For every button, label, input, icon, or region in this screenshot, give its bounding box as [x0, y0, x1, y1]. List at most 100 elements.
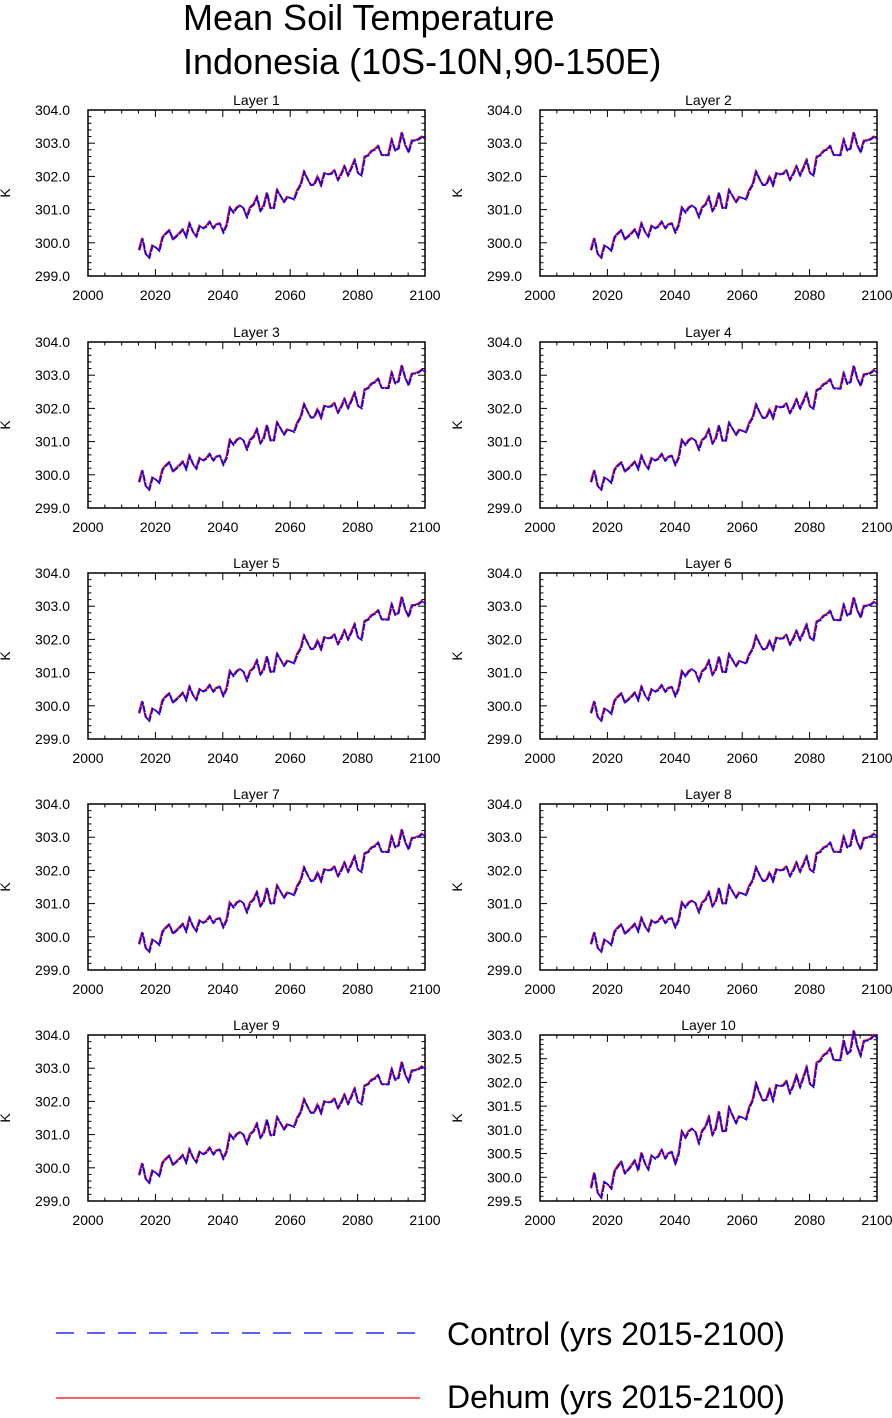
x-tick-label: 2020: [140, 981, 171, 997]
y-tick-label: 304.0: [35, 334, 70, 350]
x-tick-label: 2040: [207, 519, 238, 535]
main-title-line1: Mean Soil Temperature: [183, 0, 555, 38]
legend-control-label: Control (yrs 2015-2100): [447, 1316, 785, 1352]
x-tick-label: 2040: [207, 1212, 238, 1228]
panel-title: Layer 5: [233, 555, 280, 571]
x-tick-label: 2020: [592, 981, 623, 997]
y-tick-label: 301.0: [487, 1122, 522, 1138]
y-tick-label: 303.0: [35, 1060, 70, 1076]
x-tick-label: 2040: [659, 519, 690, 535]
y-tick-label: 300.0: [35, 929, 70, 945]
y-tick-label: 304.0: [487, 565, 522, 581]
x-tick-label: 2080: [794, 981, 825, 997]
y-tick-label: 303.0: [35, 598, 70, 614]
panel-layer-6: Layer 6 K 2000 2020 2040 2060 2080 2100 299.0 300…: [449, 555, 892, 766]
panel-title: Layer 2: [685, 92, 732, 108]
plot-frame: [539, 341, 878, 509]
x-tick-label: 2100: [409, 287, 440, 303]
y-tick-label: 300.0: [35, 698, 70, 714]
x-tick-label: 2080: [794, 287, 825, 303]
x-tick-label: 2040: [207, 750, 238, 766]
x-tick-label: 2060: [275, 750, 306, 766]
panel-layer-5: Layer 5 K 2000 2020 2040 2060 2080 2100 299.0 300…: [0, 555, 441, 766]
plot-frame: [539, 109, 878, 277]
y-axis-label: K: [449, 420, 465, 430]
y-axis-label: K: [449, 1113, 465, 1123]
panel-layer-9: Layer 9 K 2000 2020 2040 2060 2080 2100 299.0 300…: [0, 1017, 441, 1228]
y-tick-label: 303.0: [487, 598, 522, 614]
panel-title: Layer 6: [685, 555, 732, 571]
x-tick-label: 2020: [140, 1212, 171, 1228]
plot-frame: [539, 572, 878, 740]
y-tick-label: 303.0: [35, 367, 70, 383]
series-dehum: [137, 364, 426, 492]
y-tick-label: 301.0: [35, 665, 70, 681]
x-tick-label: 2080: [794, 750, 825, 766]
panel-layer-8: Layer 8 K 2000 2020 2040 2060 2080 2100 299.0 300…: [449, 786, 892, 997]
x-tick-label: 2040: [659, 750, 690, 766]
y-tick-label: 304.0: [35, 102, 70, 118]
x-tick-label: 2080: [794, 519, 825, 535]
y-tick-label: 300.0: [487, 698, 522, 714]
y-tick-label: 299.0: [35, 962, 70, 978]
y-axis-label: K: [449, 651, 465, 661]
x-tick-label: 2040: [207, 981, 238, 997]
x-tick-label: 2100: [409, 519, 440, 535]
y-tick-label: 302.0: [487, 400, 522, 416]
panel-layer-3: Layer 3 K 2000 2020 2040 2060 2080 2100 299.0 300…: [0, 324, 441, 535]
y-tick-label: 304.0: [35, 565, 70, 581]
y-axis-label: K: [0, 188, 13, 198]
series-dehum: [589, 365, 878, 492]
y-tick-label: 301.5: [487, 1098, 522, 1114]
x-tick-label: 2000: [72, 519, 103, 535]
x-tick-label: 2040: [659, 1212, 690, 1228]
series-control: [138, 829, 427, 954]
x-tick-label: 2060: [275, 287, 306, 303]
y-tick-label: 299.0: [487, 731, 522, 747]
y-tick-label: 299.5: [487, 1193, 522, 1209]
y-tick-label: 303.0: [487, 135, 522, 151]
plot-frame: [539, 803, 878, 971]
series-dehum: [589, 131, 878, 260]
legend: Control (yrs 2015-2100) Dehum (yrs 2015-…: [56, 1316, 785, 1415]
series-control: [590, 365, 879, 492]
y-tick-label: 301.0: [487, 202, 522, 218]
y-tick-label: 301.0: [487, 896, 522, 912]
series-dehum: [589, 596, 878, 723]
x-tick-label: 2100: [861, 287, 892, 303]
y-tick-label: 302.0: [35, 631, 70, 647]
x-tick-label: 2100: [861, 1212, 892, 1228]
panels: Layer 1 K 2000 2020 2040 2060 2080 2100 299.0 300…: [0, 92, 892, 1228]
y-tick-label: 300.0: [35, 467, 70, 483]
plot-frame: [87, 341, 426, 509]
x-tick-label: 2000: [524, 287, 555, 303]
x-tick-label: 2040: [207, 287, 238, 303]
y-tick-label: 302.0: [35, 400, 70, 416]
x-tick-label: 2000: [72, 287, 103, 303]
x-tick-label: 2020: [592, 750, 623, 766]
y-tick-label: 303.0: [35, 829, 70, 845]
x-tick-label: 2000: [524, 981, 555, 997]
series-control: [590, 1030, 879, 1200]
x-tick-label: 2060: [727, 750, 758, 766]
x-tick-label: 2020: [140, 750, 171, 766]
x-tick-label: 2040: [659, 981, 690, 997]
plot-frame: [87, 572, 426, 740]
y-tick-label: 299.0: [487, 500, 522, 516]
x-tick-label: 2000: [524, 750, 555, 766]
panel-layer-1: Layer 1 K 2000 2020 2040 2060 2080 2100 299.0 300…: [0, 92, 441, 303]
y-tick-label: 304.0: [487, 102, 522, 118]
panel-title: Layer 9: [233, 1017, 280, 1033]
y-axis-label: K: [449, 882, 465, 892]
x-tick-label: 2000: [524, 1212, 555, 1228]
series-control: [590, 597, 879, 723]
y-tick-label: 304.0: [35, 796, 70, 812]
panel-layer-4: Layer 4 K 2000 2020 2040 2060 2080 2100 299.0 300…: [449, 324, 892, 535]
x-tick-label: 2020: [592, 287, 623, 303]
y-tick-label: 300.5: [487, 1146, 522, 1162]
y-tick-label: 303.0: [487, 367, 522, 383]
plot-frame: [87, 1034, 426, 1202]
panel-title: Layer 3: [233, 324, 280, 340]
y-axis-label: K: [0, 420, 13, 430]
